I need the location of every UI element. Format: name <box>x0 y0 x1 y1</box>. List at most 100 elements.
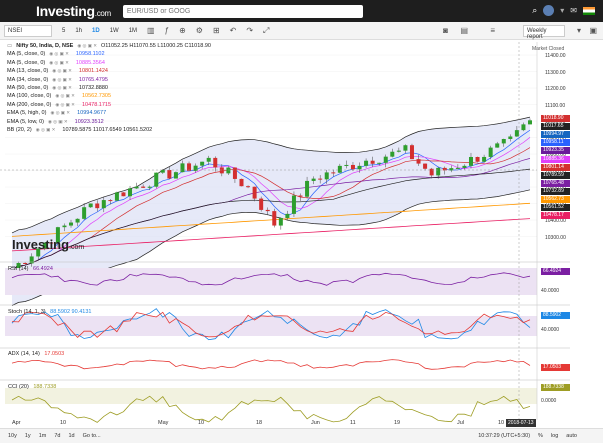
legend-row-controls[interactable]: ◉ ◎ ▣ ✕ <box>35 126 56 132</box>
range-1y[interactable]: 1y <box>24 433 31 439</box>
market-status: Market Closed <box>532 46 565 52</box>
save-layout-icon[interactable]: ▤ <box>460 26 468 35</box>
price-tag: 10958.11 <box>541 139 570 147</box>
avatar[interactable] <box>543 5 555 16</box>
candle-body <box>409 145 414 160</box>
price-tag: 11018.90 <box>541 115 570 122</box>
chart-type-icon[interactable]: ▥ <box>147 26 155 35</box>
settings-icon[interactable]: ⚙ <box>195 26 203 35</box>
timeframe-5[interactable]: 5 <box>62 27 66 34</box>
price-chart[interactable] <box>0 40 603 428</box>
timeframe-1d[interactable]: 1D <box>92 27 100 34</box>
compare-icon[interactable]: ⊕ <box>179 26 186 35</box>
fullscreen-icon[interactable]: ⤢ <box>263 25 270 35</box>
legend-row: MA (50, close, 0) ◉ ◎ ▣ ✕ 10732.8880 <box>7 84 211 92</box>
range-10y[interactable]: 10y <box>8 433 17 439</box>
price-axis-label: 11300.00 <box>545 69 566 76</box>
cci-axis-label: 0.0000 <box>541 398 557 404</box>
indicators-icon[interactable]: ƒ <box>164 26 170 35</box>
candle-body <box>396 150 401 152</box>
timeframe-1m[interactable]: 1M <box>128 27 138 34</box>
range-1m[interactable]: 1m <box>38 433 47 439</box>
price-axis-label: 10900.00 <box>545 136 566 142</box>
log-toggle[interactable]: log <box>550 433 559 439</box>
chart-toolbar: NSEI 5 1h 1D 1W 1M ▥ ƒ ⊕ ⚙ ⊞ ↶ ↷ ⤢ ◙ ▤ ≡… <box>0 22 603 40</box>
range-7d[interactable]: 7d <box>54 433 61 439</box>
candle-body <box>36 248 41 257</box>
menu-icon[interactable]: ≡ <box>490 26 495 35</box>
legend-ohlc: O11052.25 H11070.55 L11000.25 C11018.90 <box>101 43 211 49</box>
redo-icon[interactable]: ↷ <box>246 26 254 35</box>
candle-body <box>350 164 355 170</box>
legend-row-controls[interactable]: ◉ ◎ ▣ ✕ <box>55 93 75 99</box>
expand-icon[interactable]: ▣ <box>589 26 597 35</box>
legend-row-controls[interactable]: ◉ ◎ ▣ ✕ <box>52 76 72 82</box>
candle-body <box>416 159 421 164</box>
symbol-input[interactable]: NSEI <box>4 24 52 37</box>
legend-row-controls[interactable]: ◉ ◎ ▣ ✕ <box>49 51 69 57</box>
candle-body <box>390 151 395 157</box>
candle-body <box>219 167 224 174</box>
time-axis-label: Apr <box>12 420 21 426</box>
investing-logo[interactable]: Investing.com <box>36 3 111 19</box>
candle-body <box>436 167 441 176</box>
search-icon[interactable]: ⌕ <box>532 5 538 15</box>
cci-band <box>5 388 537 404</box>
legend-row-controls[interactable]: ◉ ◎ ▣ ✕ <box>52 68 72 74</box>
cci-line <box>11 395 531 423</box>
legend-row-controls[interactable]: ◉ ◎ ▣ ✕ <box>49 59 69 65</box>
legend-row-controls[interactable]: ◉ ◎ ▣ ✕ <box>50 110 71 116</box>
candle-body <box>101 200 106 209</box>
layout-icon[interactable]: ⊞ <box>212 26 220 35</box>
rsi-label: RSI (14) 66.4924 <box>8 266 53 272</box>
collapse-icon[interactable]: ▭ <box>7 43 13 49</box>
candle-body <box>495 143 500 148</box>
stoch-value-tag: 88.5902 <box>541 312 570 319</box>
user-menu-icon[interactable]: ▾ <box>560 6 565 15</box>
legend-row-controls[interactable]: ◉ ◎ ▣ ✕ <box>48 118 68 124</box>
auto-toggle[interactable]: auto <box>566 433 577 439</box>
moving-average-line <box>11 137 531 270</box>
india-flag-icon[interactable] <box>583 6 595 15</box>
camera-icon[interactable]: ◙ <box>443 26 448 35</box>
moving-averages <box>11 129 531 270</box>
weekly-report-dropdown[interactable]: Weekly report <box>523 25 565 40</box>
notification-icon[interactable]: ✉ <box>570 6 577 15</box>
candle-body <box>291 195 296 214</box>
range-1d[interactable]: 1d <box>68 433 75 439</box>
legend-row-label: MA (5, close, 0) <box>7 51 46 58</box>
goto-button[interactable]: Go to... <box>82 433 101 439</box>
adx-label: ADX (14, 14) 17.0503 <box>8 351 65 357</box>
timeframe-1h[interactable]: 1h <box>75 27 83 34</box>
candle-body <box>23 263 28 265</box>
date-tag: 2018-07-13 <box>506 419 536 427</box>
candle-body <box>69 222 74 226</box>
candle-body <box>154 172 159 187</box>
candle-body <box>331 172 336 174</box>
legend-controls[interactable]: ◉ ◎ ▣ ✕ <box>77 43 97 48</box>
price-tag: 10789.59 <box>541 171 570 179</box>
price-axis-label: 11100.00 <box>545 102 566 109</box>
candle-body <box>468 156 473 166</box>
undo-icon[interactable]: ↶ <box>229 26 237 35</box>
candle-body <box>383 156 388 163</box>
candle-body <box>95 203 100 209</box>
candle-body <box>403 145 408 151</box>
candle-body <box>108 200 113 202</box>
search-input[interactable] <box>122 4 363 18</box>
candle-body <box>318 178 323 180</box>
rsi-axis-label: 40.0000 <box>541 288 560 294</box>
time-axis-label: Jul <box>457 420 465 426</box>
percent-toggle[interactable]: % <box>538 433 543 439</box>
price-axis-label: 11000.00 <box>545 119 566 125</box>
price-tag: 10801.14 <box>541 163 570 171</box>
candle-body <box>337 165 342 173</box>
timeframe-1w[interactable]: 1W <box>109 27 119 34</box>
stoch-band <box>5 316 537 336</box>
candle-body <box>134 186 139 189</box>
legend-row-controls[interactable]: ◉ ◎ ▣ ✕ <box>55 101 75 107</box>
time-axis-label: 18 <box>256 420 263 426</box>
chevron-down-icon[interactable]: ▾ <box>576 26 581 35</box>
legend-row-controls[interactable]: ◉ ◎ ▣ ✕ <box>52 84 72 90</box>
candle-body <box>121 192 126 197</box>
